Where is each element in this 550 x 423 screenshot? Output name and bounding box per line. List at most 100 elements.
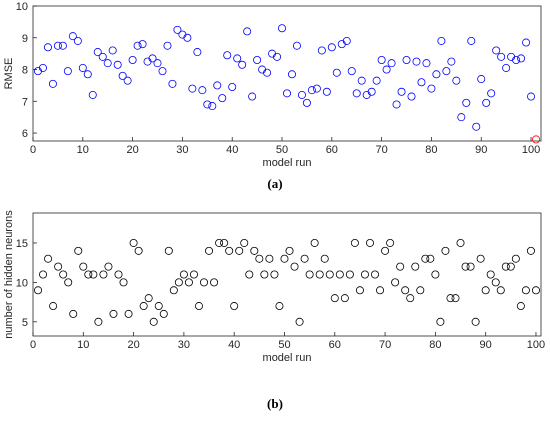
x-tick-label: 40	[228, 339, 240, 351]
data-point	[270, 270, 279, 279]
data-point	[437, 36, 446, 45]
data-point	[188, 84, 197, 93]
data-point	[517, 54, 526, 63]
x-tick-label: 10	[77, 144, 89, 156]
data-point	[280, 254, 289, 263]
data-point	[123, 76, 132, 85]
plot-area	[32, 212, 542, 337]
data-point	[129, 238, 138, 247]
data-point	[355, 286, 364, 295]
data-point	[367, 87, 376, 96]
data-point	[218, 94, 227, 103]
data-point	[340, 294, 349, 303]
data-point	[462, 98, 471, 107]
data-point	[64, 278, 73, 287]
data-point	[371, 270, 380, 279]
data-point	[94, 317, 103, 326]
data-point	[133, 41, 142, 50]
data-point	[357, 76, 366, 85]
data-point	[220, 238, 229, 247]
y-axis-label: number of hidden neurons	[3, 210, 15, 339]
data-point	[432, 70, 441, 79]
data-point	[48, 79, 57, 88]
data-point	[179, 270, 188, 279]
data-point	[118, 71, 127, 80]
data-point	[427, 84, 436, 93]
data-point	[39, 270, 48, 279]
data-point	[312, 84, 321, 93]
x-axis-label: model run	[263, 157, 312, 169]
data-point	[54, 262, 63, 271]
data-point	[265, 254, 274, 263]
data-point	[350, 238, 359, 247]
x-tick-label: 10	[77, 339, 89, 351]
data-point	[194, 302, 203, 311]
x-tick-label: 30	[178, 339, 190, 351]
x-tick-label: 0	[30, 339, 36, 351]
data-point	[487, 89, 496, 98]
data-point	[527, 92, 536, 101]
data-point	[477, 75, 486, 84]
data-point	[43, 43, 52, 52]
data-point	[250, 246, 259, 255]
data-point	[295, 317, 304, 326]
data-point	[526, 246, 535, 255]
data-point	[377, 56, 386, 65]
data-point	[98, 52, 107, 61]
data-point	[342, 36, 351, 45]
data-point	[93, 48, 102, 57]
data-point	[273, 52, 282, 61]
y-tick-label: 10	[16, 277, 28, 289]
x-tick-label: 60	[329, 339, 341, 351]
x-tick-label: 100	[522, 144, 540, 156]
data-point	[382, 65, 391, 74]
data-point	[497, 52, 506, 61]
data-point	[255, 254, 264, 263]
data-point	[471, 317, 480, 326]
data-point	[74, 246, 83, 255]
y-tick-label: 5	[22, 317, 28, 329]
data-point	[386, 238, 395, 247]
data-point	[58, 41, 67, 50]
data-point	[124, 309, 133, 318]
x-tick-label: 20	[126, 144, 138, 156]
data-point	[210, 278, 219, 287]
data-point	[189, 270, 198, 279]
data-point	[108, 46, 117, 55]
data-point	[205, 246, 214, 255]
data-point	[501, 262, 510, 271]
data-point	[532, 135, 541, 144]
data-point	[245, 270, 254, 279]
data-point	[99, 270, 108, 279]
data-point	[365, 238, 374, 247]
data-point	[154, 302, 163, 311]
data-point	[317, 46, 326, 55]
data-point	[134, 246, 143, 255]
data-point	[34, 286, 43, 295]
x-tick-label: 60	[326, 144, 338, 156]
data-point	[426, 254, 435, 263]
data-point	[481, 286, 490, 295]
data-point	[406, 294, 415, 303]
data-point	[516, 302, 525, 311]
data-point	[184, 278, 193, 287]
data-point	[451, 294, 460, 303]
data-point	[144, 294, 153, 303]
y-tick-label: 10	[16, 1, 28, 13]
x-tick-label: 20	[127, 339, 139, 351]
data-point	[225, 246, 234, 255]
x-tick-label: 50	[278, 339, 290, 351]
data-point	[148, 54, 157, 63]
data-point	[391, 278, 400, 287]
data-point	[149, 317, 158, 326]
data-point	[297, 90, 306, 99]
x-tick-label: 80	[425, 144, 437, 156]
data-point	[347, 67, 356, 76]
data-point	[441, 246, 450, 255]
data-point	[521, 286, 530, 295]
data-point	[307, 86, 316, 95]
data-point	[446, 294, 455, 303]
data-point	[417, 78, 426, 87]
data-point	[243, 27, 252, 36]
data-point	[285, 246, 294, 255]
